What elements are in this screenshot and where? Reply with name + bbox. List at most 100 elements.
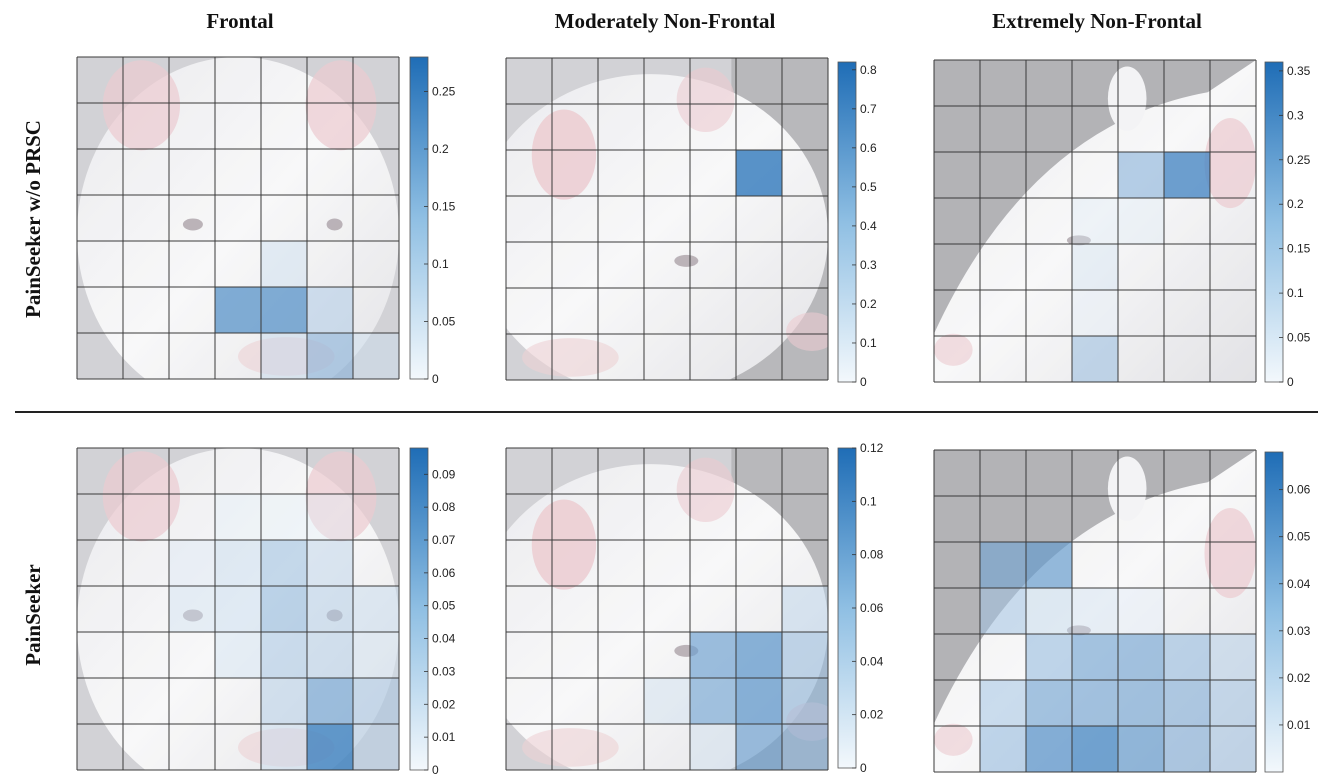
heat-cell — [353, 333, 399, 379]
heat-cell — [307, 678, 353, 724]
heat-cell — [1026, 634, 1072, 680]
colorbar-tick-label: 0.02 — [1287, 671, 1311, 685]
heat-cell — [261, 678, 307, 724]
colorbar-tick-label: 0.06 — [1287, 483, 1311, 497]
colorbar-tick-label: 0 — [860, 761, 867, 775]
heat-cell — [1164, 152, 1210, 198]
heat-cell — [307, 724, 353, 770]
colorbar-tick-label: 0.03 — [1287, 624, 1311, 638]
heat-cell — [782, 632, 828, 678]
heat-cell — [736, 150, 782, 196]
heat-cell — [736, 724, 782, 770]
heat-cell — [1072, 588, 1118, 634]
heat-cell — [307, 540, 353, 586]
colorbar-tick-label: 0.15 — [432, 200, 456, 214]
heat-cell — [1164, 726, 1210, 772]
heat-cell — [736, 632, 782, 678]
colorbar-tick-label: 0 — [1287, 375, 1294, 389]
colorbar-tick-label: 0.2 — [432, 142, 449, 156]
rat-face-image — [934, 60, 1256, 382]
heat-cell — [307, 586, 353, 632]
heat-cell — [1118, 726, 1164, 772]
colorbar — [409, 447, 429, 771]
colorbar-tick-label: 0.4 — [860, 219, 877, 233]
colorbar-tick-label: 0.04 — [860, 654, 884, 668]
heat-cell — [1072, 290, 1118, 336]
heat-cell — [980, 588, 1026, 634]
heat-cell — [215, 632, 261, 678]
colorbar-tick-label: 0.3 — [860, 258, 877, 272]
colorbar-tick-label: 0.04 — [1287, 577, 1311, 591]
colorbar-tick-label: 0.05 — [1287, 530, 1311, 544]
heat-cell — [307, 287, 353, 333]
heat-cell — [1026, 680, 1072, 726]
heatmap-panel: 0.01 0.02 0.03 0.04 0.05 0.06 — [933, 449, 1311, 773]
heat-cell — [353, 678, 399, 724]
colorbar-tick-label: 0.35 — [1287, 64, 1311, 78]
heat-cell — [980, 726, 1026, 772]
colorbar-tick-label: 0.6 — [860, 141, 877, 155]
colorbar-tick-label: 0.01 — [432, 730, 456, 744]
colorbar-tick-label: 0.05 — [1287, 331, 1311, 345]
heat-cell — [1026, 542, 1072, 588]
colorbar-tick-label: 0.1 — [432, 257, 449, 271]
heat-cell — [980, 542, 1026, 588]
heat-cell — [1072, 634, 1118, 680]
colorbar-tick-label: 0.05 — [432, 315, 456, 329]
colorbar-tick-label: 0.5 — [860, 180, 877, 194]
colorbar — [1264, 61, 1284, 383]
heat-cell — [1072, 680, 1118, 726]
column-title-extremely-non-frontal: Extremely Non-Frontal — [992, 9, 1202, 33]
heat-cell — [1072, 244, 1118, 290]
heat-cell — [307, 632, 353, 678]
heat-cell — [261, 241, 307, 287]
heat-cell — [1210, 726, 1256, 772]
colorbar — [1264, 451, 1284, 773]
heat-cell — [1118, 198, 1164, 244]
heat-cell — [261, 632, 307, 678]
colorbar-tick-label: 0.25 — [432, 85, 456, 99]
colorbar-tick-label: 0.8 — [860, 63, 877, 77]
colorbar-tick-label: 0.01 — [1287, 718, 1311, 732]
heat-cell — [261, 724, 307, 770]
heat-cell — [261, 494, 307, 540]
colorbar-tick-label: 0.09 — [432, 467, 456, 481]
heat-cell — [215, 494, 261, 540]
heat-cell — [690, 632, 736, 678]
heat-cell — [261, 540, 307, 586]
heat-cell — [782, 586, 828, 632]
heat-cell — [1164, 634, 1210, 680]
heat-cell — [1026, 726, 1072, 772]
heat-cell — [215, 287, 261, 333]
heat-cell — [307, 494, 353, 540]
heat-cell — [980, 680, 1026, 726]
colorbar-tick-label: 0.7 — [860, 102, 877, 116]
colorbar-tick-label: 0.05 — [432, 599, 456, 613]
heat-cell — [353, 724, 399, 770]
colorbar-tick-label: 0.3 — [1287, 108, 1304, 122]
colorbar-tick-label: 0.06 — [432, 566, 456, 580]
row-title-painseeker-wo-prsc: PainSeeker w/o PRSC — [21, 120, 45, 318]
colorbar-tick-label: 0.15 — [1287, 242, 1311, 256]
colorbar-tick-label: 0.1 — [1287, 286, 1304, 300]
heat-cell — [1210, 634, 1256, 680]
colorbar-tick-label: 0.08 — [432, 500, 456, 514]
colorbar-tick-label: 0.12 — [860, 441, 884, 455]
heat-cell — [782, 724, 828, 770]
heat-cell — [1118, 588, 1164, 634]
heat-cell — [261, 333, 307, 379]
heat-cell — [690, 724, 736, 770]
heat-cell — [1072, 726, 1118, 772]
colorbar — [409, 56, 429, 380]
colorbar-tick-label: 0 — [432, 372, 439, 386]
colorbar-tick-label: 0.06 — [860, 601, 884, 615]
colorbar-tick-label: 0.2 — [1287, 197, 1304, 211]
colorbar-tick-label: 0.1 — [860, 336, 877, 350]
colorbar-tick-label: 0 — [860, 375, 867, 389]
heatmap-panel: 0 0.1 0.2 0.3 0.4 0.5 0.6 0.7 0.8 — [505, 57, 877, 389]
heat-cell — [1072, 198, 1118, 244]
heat-cell — [690, 678, 736, 724]
column-title-moderately-non-frontal: Moderately Non-Frontal — [555, 9, 776, 33]
colorbar-tick-label: 0.2 — [860, 297, 877, 311]
